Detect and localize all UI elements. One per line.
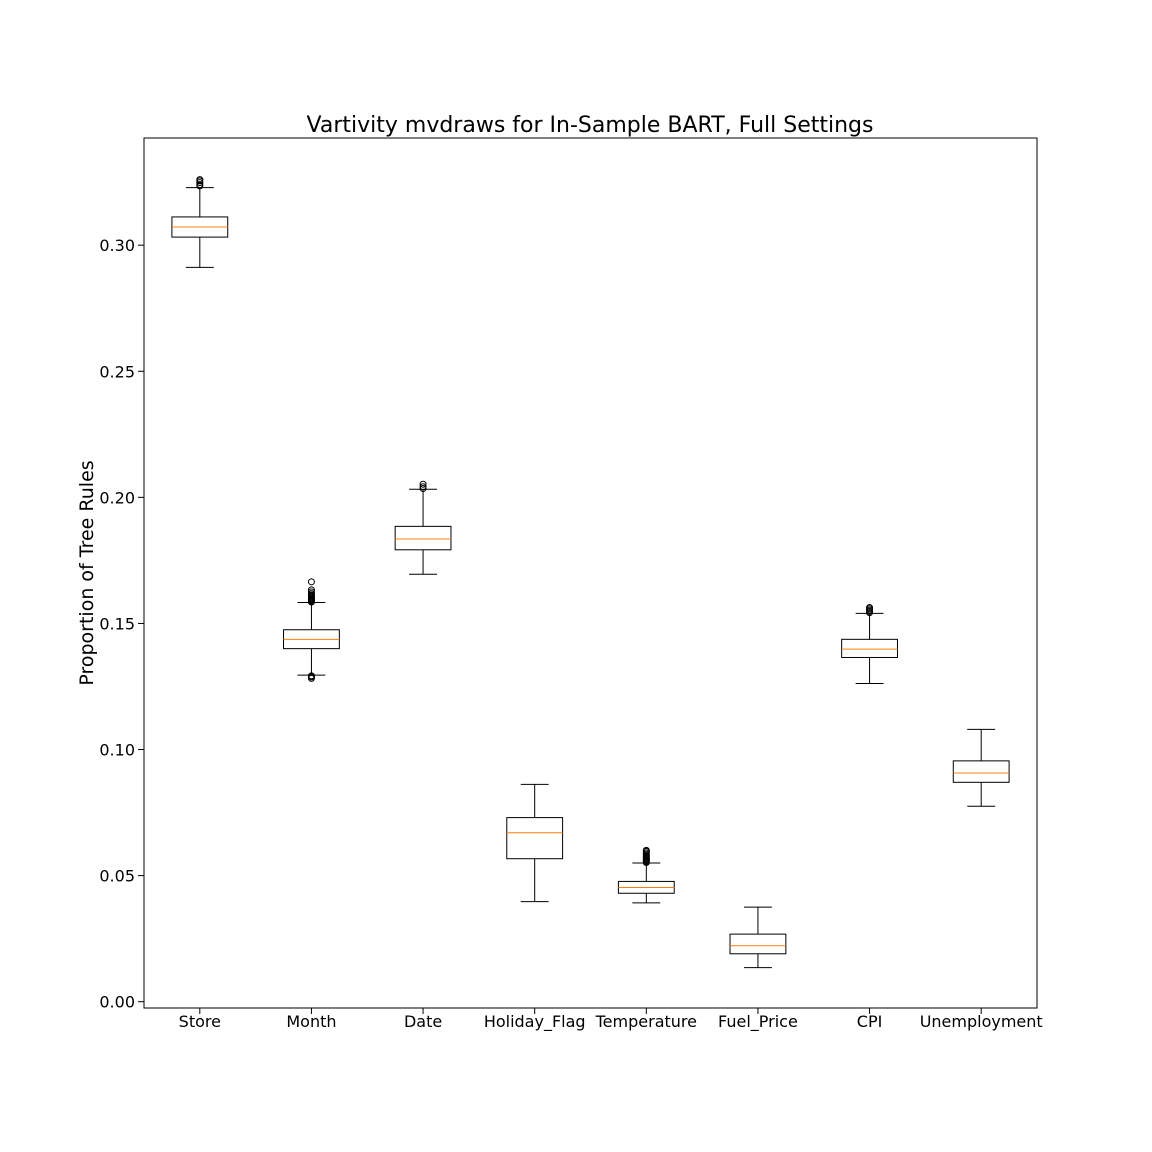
- x-tick-label: Unemployment: [920, 1012, 1043, 1031]
- box-iqr: [952, 760, 1010, 783]
- box-iqr: [841, 638, 898, 658]
- y-tick-label: 0.15: [99, 614, 135, 633]
- x-tick-label: CPI: [857, 1012, 883, 1031]
- flier-point: [196, 176, 204, 184]
- y-tick-label: 0.25: [99, 362, 135, 381]
- y-axis-label: Proportion of Tree Rules: [76, 460, 98, 685]
- x-tick-label: Holiday_Flag: [484, 1012, 586, 1032]
- flier-point: [307, 578, 315, 586]
- axes-frame: [143, 137, 1038, 1009]
- x-tick-label: Temperature: [595, 1012, 697, 1031]
- box-iqr: [506, 817, 564, 860]
- box-iqr: [394, 525, 452, 551]
- flier-point: [419, 483, 427, 491]
- x-tick-label: Date: [404, 1012, 442, 1031]
- flier-point: [866, 604, 874, 612]
- x-tick-label: Store: [179, 1012, 221, 1031]
- y-tick-label: 0.20: [99, 488, 135, 507]
- chart-title: Vartivity mvdraws for In-Sample BART, Fu…: [307, 113, 874, 138]
- y-tick-label: 0.10: [99, 741, 135, 760]
- flier-point: [419, 480, 427, 488]
- y-tick-label: 0.05: [99, 867, 135, 886]
- box-iqr: [729, 933, 787, 955]
- x-tick-label: Fuel_Price: [718, 1012, 798, 1032]
- flier-point: [642, 846, 650, 854]
- x-tick-label: Month: [286, 1012, 336, 1031]
- y-tick-label: 0.00: [99, 993, 135, 1012]
- flier-point: [196, 181, 204, 189]
- plot-area: 0.00 0.05 0.10 0.15 0.20 0.25 0.30 Store Month Da…: [99, 176, 1043, 1032]
- flier-point: [307, 586, 315, 594]
- flier-point: [307, 672, 315, 680]
- flier-point: [307, 588, 315, 596]
- y-tick-label: 0.30: [99, 236, 135, 255]
